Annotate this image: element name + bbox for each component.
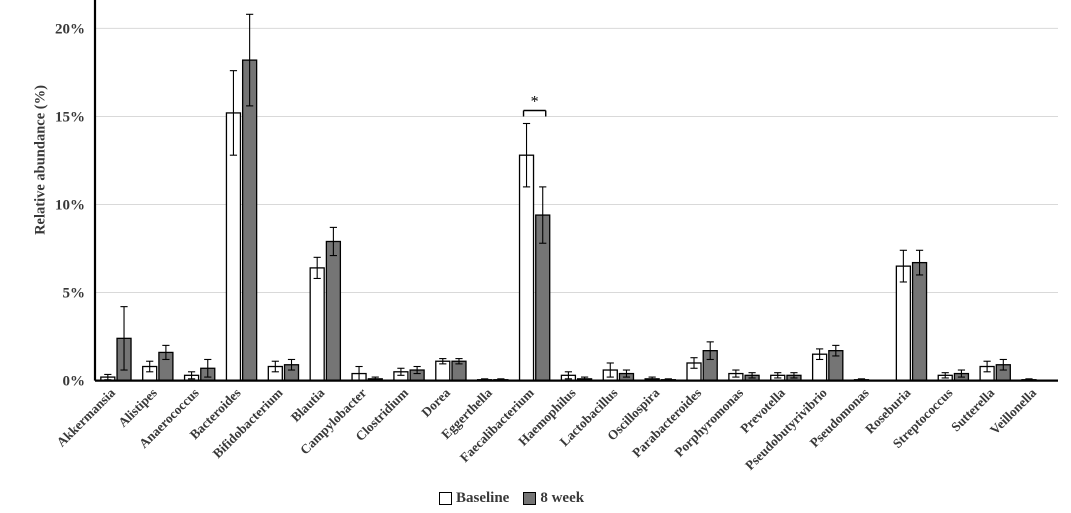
svg-text:*: * <box>531 93 539 110</box>
svg-text:20%: 20% <box>55 21 85 37</box>
svg-text:Faecalibacterium: Faecalibacterium <box>457 385 537 465</box>
svg-text:Dorea: Dorea <box>418 385 453 420</box>
svg-text:0%: 0% <box>63 374 86 390</box>
svg-text:Akkermansia: Akkermansia <box>54 385 119 450</box>
svg-text:10%: 10% <box>55 198 85 214</box>
svg-text:5%: 5% <box>63 286 86 302</box>
svg-text:Veillonella: Veillonella <box>987 385 1040 438</box>
svg-text:15%: 15% <box>55 109 85 125</box>
svg-text:Blautia: Blautia <box>288 385 328 425</box>
